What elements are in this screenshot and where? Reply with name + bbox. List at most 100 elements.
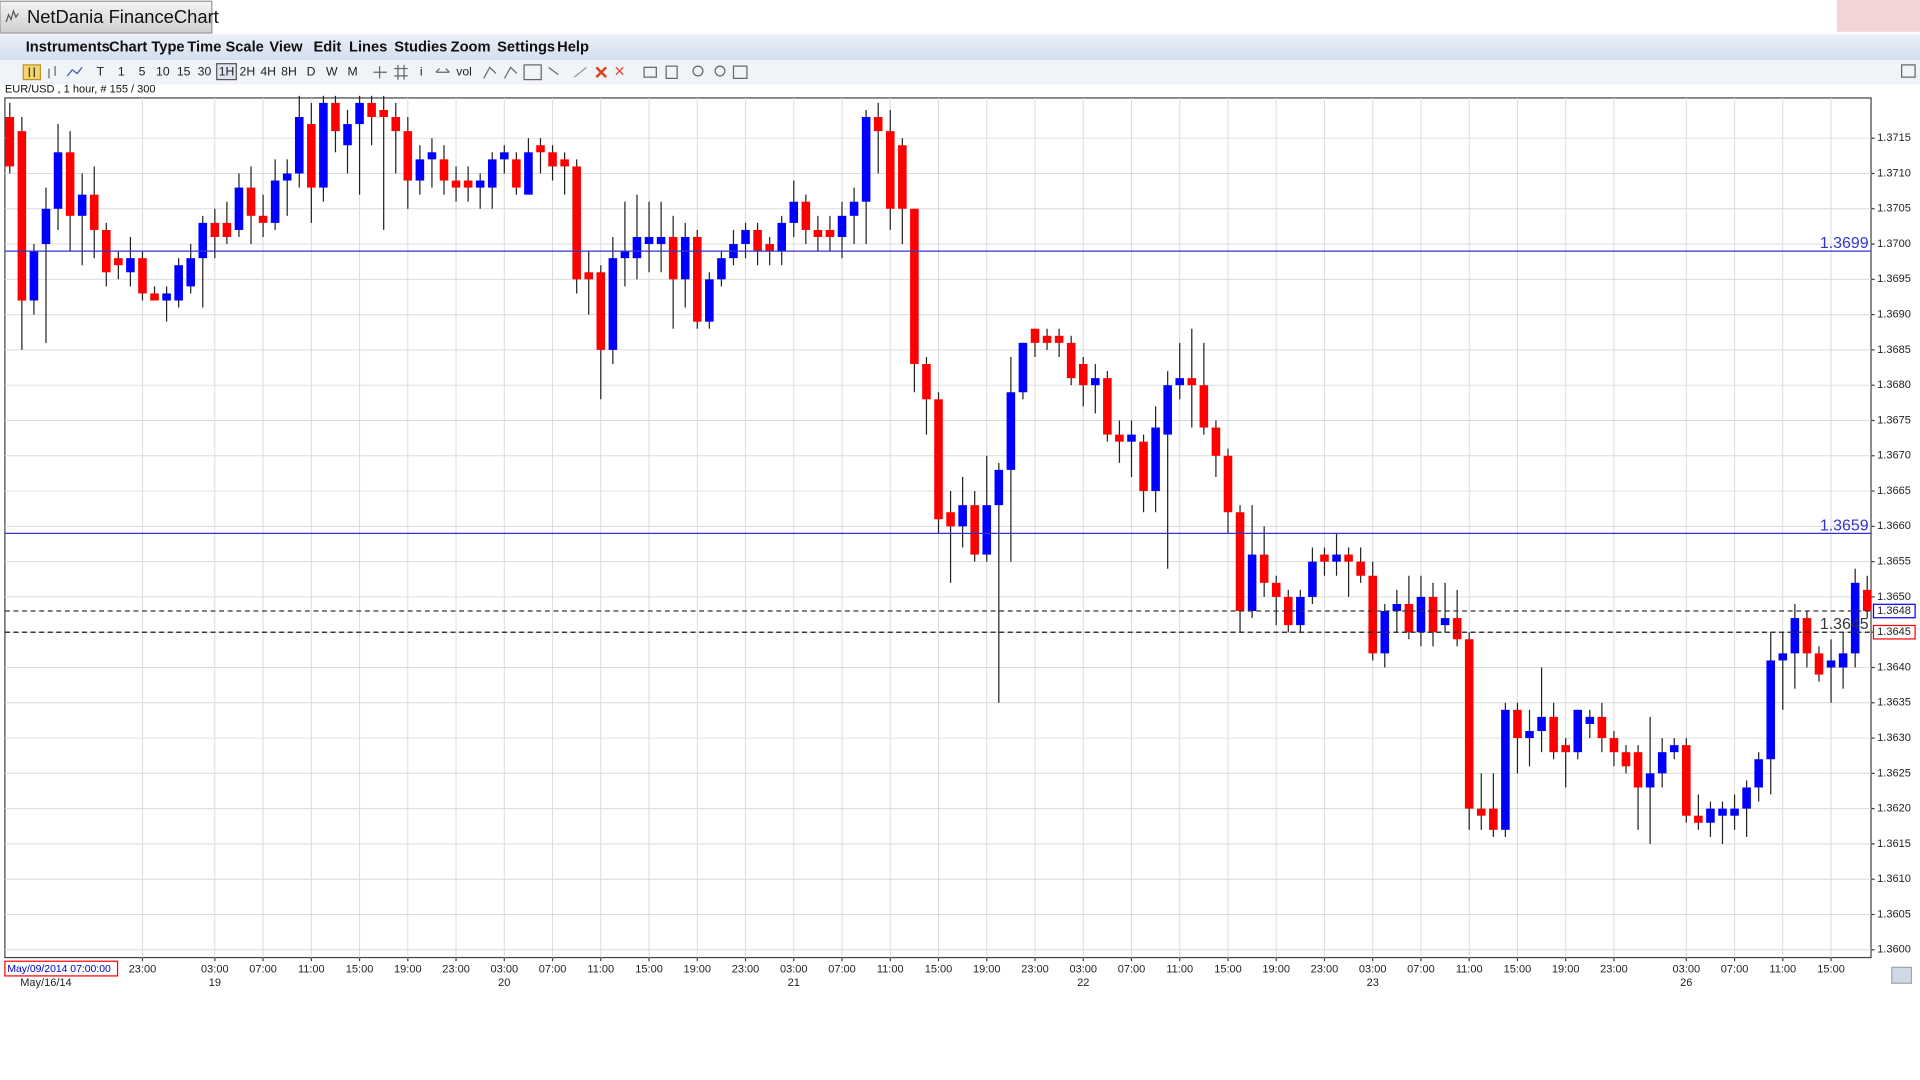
menu-item[interactable]: Zoom bbox=[451, 40, 491, 56]
menu-item[interactable]: Studies bbox=[394, 40, 447, 56]
toolbar-button[interactable]: i bbox=[420, 64, 423, 78]
date-label: 23 bbox=[1367, 977, 1379, 989]
x-tick-label: 15:00 bbox=[635, 964, 663, 976]
scroll-box[interactable] bbox=[4, 960, 119, 977]
candle-body bbox=[693, 236, 702, 322]
scroll-label: May/09/2014 07:00:00 bbox=[7, 964, 111, 975]
print-icon[interactable] bbox=[643, 66, 657, 78]
candle-body bbox=[1175, 378, 1185, 386]
y-tick-label: 1.3640 bbox=[1877, 661, 1911, 673]
candle-body bbox=[1030, 328, 1040, 343]
candle-body bbox=[258, 215, 268, 223]
interval-button[interactable]: M bbox=[348, 64, 358, 78]
y-tick-label: 1.3630 bbox=[1877, 732, 1911, 744]
interval-button[interactable]: 4H bbox=[260, 64, 276, 78]
menu-item[interactable]: Time Scale bbox=[187, 40, 263, 56]
x-tick-label: 19:00 bbox=[394, 964, 422, 976]
candle-body bbox=[512, 159, 521, 188]
menu-item[interactable]: Help bbox=[557, 40, 589, 56]
candle-body bbox=[705, 279, 714, 322]
crosshair-icon[interactable] bbox=[373, 66, 387, 79]
candle-body bbox=[536, 145, 545, 153]
candle-body bbox=[391, 117, 401, 132]
candle-body bbox=[789, 201, 799, 223]
interval-button[interactable]: 1 bbox=[118, 64, 125, 78]
line-icon[interactable] bbox=[66, 66, 83, 77]
delete-icon[interactable] bbox=[595, 66, 607, 79]
candle-body bbox=[849, 201, 859, 216]
delete-all-icon[interactable] bbox=[615, 66, 624, 76]
interval-button[interactable]: 15 bbox=[177, 64, 191, 78]
x-tick-label: 07:00 bbox=[1721, 964, 1749, 976]
x-tick-label: 23:00 bbox=[1021, 964, 1049, 976]
interval-button[interactable]: W bbox=[326, 64, 338, 78]
draw-icon[interactable] bbox=[573, 66, 587, 78]
interval-button[interactable]: 2H bbox=[240, 64, 256, 78]
menu-item[interactable]: View bbox=[269, 40, 303, 56]
fib-icon[interactable] bbox=[523, 64, 542, 81]
bar-icon[interactable] bbox=[48, 66, 56, 79]
x-tick-label: 11:00 bbox=[1769, 964, 1796, 976]
candle-icon[interactable] bbox=[22, 64, 42, 81]
scroll-button[interactable] bbox=[1891, 966, 1913, 984]
x-tick-label: 03:00 bbox=[1673, 964, 1701, 976]
interval-button[interactable]: 30 bbox=[198, 64, 212, 78]
price-marker-label: 1.3648 bbox=[1877, 605, 1911, 617]
candle-body bbox=[1754, 759, 1763, 788]
menu-item[interactable]: Lines bbox=[349, 40, 387, 56]
interval-button[interactable]: T bbox=[97, 64, 105, 78]
x-tick-label: 03:00 bbox=[1359, 964, 1387, 976]
candle-body bbox=[1585, 716, 1595, 724]
x-tick-label: 03:00 bbox=[491, 964, 519, 976]
close-button[interactable] bbox=[1836, 0, 1920, 32]
interval-button[interactable]: 1H bbox=[219, 64, 235, 78]
candle-body bbox=[355, 102, 364, 125]
candle-body bbox=[632, 236, 642, 259]
x-tick-label: 19:00 bbox=[973, 964, 1001, 976]
interval-button[interactable]: D bbox=[307, 64, 316, 78]
date-label: 19 bbox=[209, 977, 221, 989]
candle-body bbox=[1223, 455, 1233, 513]
menu-item[interactable]: Edit bbox=[313, 40, 341, 56]
candle-body bbox=[898, 145, 907, 209]
options-icon[interactable] bbox=[1901, 64, 1916, 78]
x-tick-label: 19:00 bbox=[1262, 964, 1290, 976]
candle-body bbox=[548, 152, 557, 167]
candle-body bbox=[1730, 808, 1739, 816]
toolbar-button[interactable]: vol bbox=[456, 64, 472, 78]
interval-button[interactable]: 8H bbox=[281, 64, 297, 78]
menu-item[interactable]: Settings bbox=[497, 40, 555, 56]
fit-icon[interactable] bbox=[732, 65, 748, 79]
x-tick-label: 11:00 bbox=[1166, 964, 1193, 976]
pointer-icon[interactable] bbox=[548, 66, 559, 76]
candle-body bbox=[958, 505, 967, 527]
candle-body bbox=[1356, 561, 1365, 576]
scroll-icon[interactable] bbox=[435, 68, 450, 73]
x-tick-label: 07:00 bbox=[539, 964, 567, 976]
interval-button[interactable]: 10 bbox=[156, 64, 170, 78]
menu-item[interactable]: Instruments bbox=[26, 40, 110, 56]
x-tick-label: 07:00 bbox=[828, 964, 856, 976]
preview-icon[interactable] bbox=[665, 65, 678, 79]
candle-body bbox=[861, 117, 871, 202]
candle-body bbox=[186, 258, 195, 287]
x-tick-label: 23:00 bbox=[129, 964, 157, 976]
candle-body bbox=[307, 124, 316, 188]
candle-body bbox=[1392, 603, 1402, 612]
x-tick-label: 23:00 bbox=[1311, 964, 1339, 976]
zoom-out-icon[interactable] bbox=[714, 65, 726, 77]
date-label: 22 bbox=[1077, 977, 1089, 989]
candle-body bbox=[29, 251, 39, 301]
candle-body bbox=[77, 194, 87, 216]
interval-button[interactable]: 5 bbox=[139, 64, 146, 78]
trend-icon[interactable] bbox=[483, 66, 497, 79]
overlays: 1.3699 1.3659 1.3645 bbox=[4, 235, 1872, 633]
zoom-in-icon[interactable] bbox=[692, 65, 704, 77]
candle-body bbox=[487, 159, 497, 188]
chart-info: EUR/USD , 1 hour, # 155 / 300 bbox=[5, 83, 156, 95]
trend2-icon[interactable] bbox=[503, 66, 518, 79]
menu-item[interactable]: Chart Type bbox=[109, 40, 185, 56]
grid-icon[interactable] bbox=[394, 64, 408, 80]
candle-body bbox=[717, 258, 726, 280]
